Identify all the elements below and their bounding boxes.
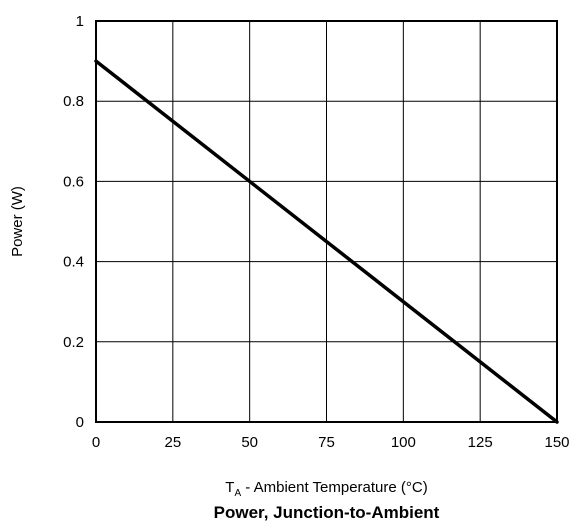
grid-lines bbox=[95, 20, 558, 423]
x-tick-labels: 0 25 50 75 100 125 150 bbox=[92, 434, 570, 451]
plot-frame bbox=[95, 20, 558, 423]
x-axis-label-rest: - Ambient Temperature (°C) bbox=[241, 479, 428, 496]
x-axis-label: TA - Ambient Temperature (°C) bbox=[225, 479, 427, 499]
y-tick-labels: 0 0.2 0.4 0.6 0.8 1 bbox=[63, 13, 84, 431]
x-tick-label: 25 bbox=[164, 434, 181, 451]
x-tick-label: 50 bbox=[241, 434, 258, 451]
y-tick-label: 0.2 bbox=[63, 334, 84, 351]
y-axis-label: Power (W) bbox=[9, 186, 26, 257]
y-tick-label: 0.8 bbox=[63, 93, 84, 110]
x-tick-label: 0 bbox=[92, 434, 100, 451]
y-tick-label: 1 bbox=[76, 13, 84, 30]
chart-title: Power, Junction-to-Ambient bbox=[214, 503, 440, 522]
y-tick-label: 0.4 bbox=[63, 254, 84, 271]
x-axis-label-main: T bbox=[225, 479, 234, 496]
x-axis-label-subscript: A bbox=[234, 488, 241, 499]
x-tick-label: 75 bbox=[318, 434, 335, 451]
x-tick-label: 125 bbox=[468, 434, 493, 451]
series-line bbox=[94, 59, 559, 424]
y-tick-label: 0 bbox=[76, 414, 84, 431]
y-tick-label: 0.6 bbox=[63, 173, 84, 190]
x-tick-label: 100 bbox=[391, 434, 416, 451]
series-layer bbox=[94, 59, 559, 424]
x-tick-label: 150 bbox=[544, 434, 569, 451]
